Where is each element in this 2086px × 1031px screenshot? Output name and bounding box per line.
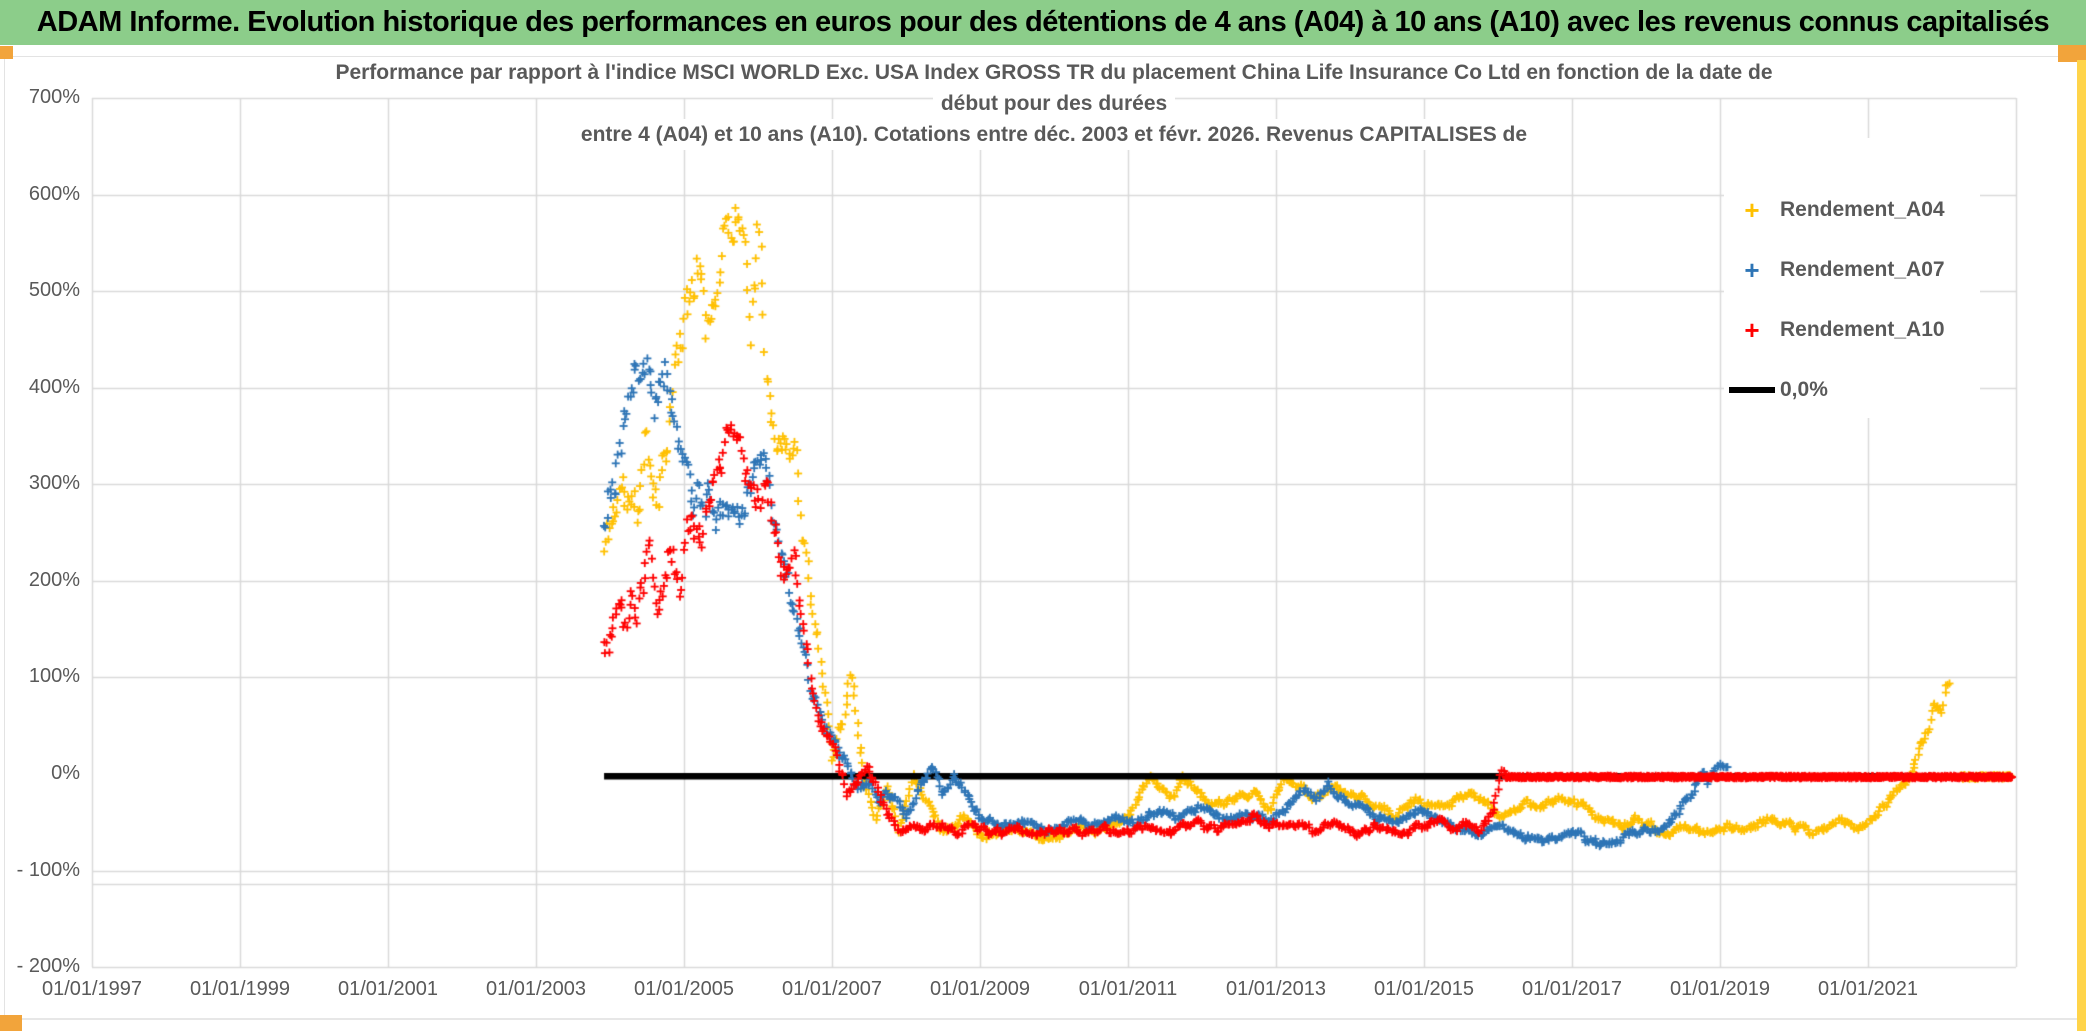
x-axis-label: 01/01/2021	[1817, 978, 1919, 1000]
legend-label: Rendement_A10	[1780, 318, 1945, 341]
x-axis-label: 01/01/2015	[1373, 978, 1475, 1000]
chart-object-border-left	[4, 56, 5, 1016]
legend-label: Rendement_A07	[1780, 258, 1945, 281]
y-axis-label: - 200%	[16, 955, 80, 978]
chart-title-line-2: début pour des durées	[932, 88, 1176, 119]
x-axis-label: 01/01/2001	[337, 978, 439, 1000]
bottom-rule	[0, 1018, 2086, 1020]
edge-bar-right	[2077, 60, 2086, 1031]
y-axis-label: 300%	[28, 472, 80, 495]
legend-item-rendement-a10[interactable]: + Rendement_A10	[1724, 310, 1980, 350]
x-axis-label: 01/01/2019	[1669, 978, 1771, 1000]
plus-marker-icon: +	[1744, 255, 1760, 285]
legend[interactable]: + Rendement_A04 + Rendement_A07 + Rendement_A…	[1724, 138, 1980, 418]
x-axis-label: 01/01/2007	[781, 978, 883, 1000]
x-axis-label: 01/01/1999	[189, 978, 291, 1000]
legend-label: Rendement_A04	[1780, 198, 1945, 221]
y-axis-label: 700%	[28, 86, 80, 109]
x-axis-label: 01/01/1997	[41, 978, 143, 1000]
x-axis-label: 01/01/2005	[633, 978, 735, 1000]
line-swatch-icon	[1729, 387, 1775, 393]
plus-marker-icon: +	[1744, 315, 1760, 345]
y-axis-label: 0%	[51, 762, 80, 784]
chart-title: Performance par rapport à l'indice MSCI …	[92, 57, 2016, 150]
x-axis-label: 01/01/2009	[929, 978, 1031, 1000]
x-axis-label: 01/01/2003	[485, 978, 587, 1000]
y-axis-label: - 100%	[16, 858, 80, 881]
chart-title-line-1: Performance par rapport à l'indice MSCI …	[327, 57, 1781, 88]
header-title: ADAM Informe. Evolution historique des p…	[36, 6, 2050, 38]
x-axis-label: 01/01/2011	[1078, 978, 1178, 1000]
corner-accent-top-right	[2058, 45, 2086, 62]
plus-marker-icon: +	[1744, 195, 1760, 225]
y-axis-label: 400%	[28, 375, 80, 398]
legend-item-0-0-[interactable]: 0,0%	[1724, 370, 1980, 410]
x-axis-label: 01/01/2013	[1225, 978, 1327, 1000]
header-bar: ADAM Informe. Evolution historique des p…	[0, 0, 2086, 45]
legend-item-rendement-a07[interactable]: + Rendement_A07	[1724, 250, 1980, 290]
x-axis-label: 01/01/2017	[1521, 978, 1623, 1000]
legend-label: 0,0%	[1780, 378, 1828, 401]
y-axis-label: 600%	[28, 182, 80, 205]
legend-item-rendement-a04[interactable]: + Rendement_A04	[1724, 190, 1980, 230]
corner-accent-top-left	[0, 46, 13, 59]
chart-object-border-top	[4, 56, 2058, 57]
y-axis-label: 500%	[28, 279, 80, 302]
y-axis-label: 200%	[28, 568, 80, 591]
y-axis-label: 100%	[28, 665, 80, 688]
chart-title-line-3: entre 4 (A04) et 10 ans (A10). Cotations…	[572, 119, 1536, 150]
corner-accent-bottom-left	[0, 1015, 22, 1031]
